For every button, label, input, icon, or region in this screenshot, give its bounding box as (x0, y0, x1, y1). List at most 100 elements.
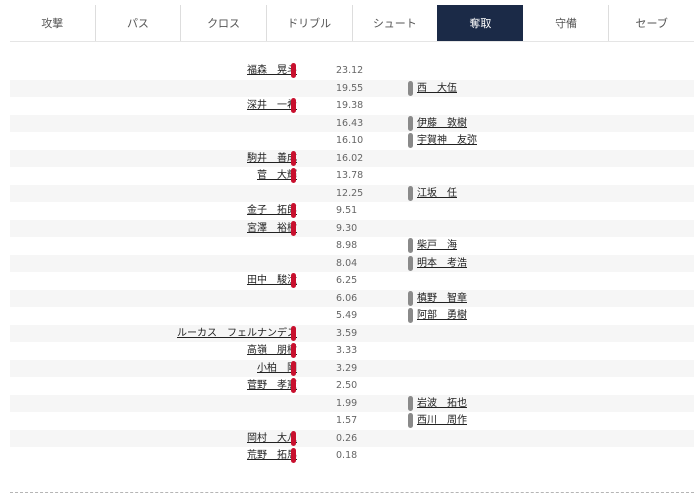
player-link-away[interactable]: 岩波 拓也 (417, 397, 467, 409)
player-link-home[interactable]: 福森 晃斗 (247, 65, 297, 76)
tab-attack[interactable]: 攻撃 (41, 17, 64, 30)
home-team-marker (291, 430, 296, 446)
stat-value: 8.98 (336, 240, 358, 251)
away-team-marker (408, 290, 413, 306)
tab-save[interactable]: セーブ (608, 5, 694, 41)
stat-value: 12.25 (336, 187, 364, 199)
player-row: 田中 駿汰 6.25 (10, 272, 694, 290)
player-link-home[interactable]: 荒野 拓馬 (247, 450, 297, 461)
player-link-home[interactable]: 宮澤 裕樹 (247, 222, 297, 234)
player-link-away[interactable]: 西川 周作 (417, 415, 467, 426)
stat-value: 3.33 (336, 345, 358, 356)
stat-value: 6.25 (336, 275, 358, 286)
player-row: 1.57 西川 周作 (10, 412, 694, 430)
player-link-home[interactable]: 高嶺 朋樹 (247, 345, 297, 356)
player-link-away[interactable]: 江坂 任 (417, 187, 457, 199)
stat-value: 0.18 (336, 450, 358, 461)
stat-value: 0.26 (336, 432, 358, 444)
player-row: 金子 拓郎 9.51 (10, 202, 694, 220)
player-link-home[interactable]: 深井 一希 (247, 100, 297, 111)
player-row: 8.98 柴戸 海 (10, 237, 694, 255)
player-row: 駒井 善成 16.02 (10, 149, 694, 167)
player-row: 岡村 大八 0.26 (10, 429, 694, 447)
stat-value: 16.43 (336, 117, 364, 129)
away-team-marker (408, 308, 413, 323)
stat-value: 2.50 (336, 380, 358, 391)
away-team-marker (408, 115, 413, 131)
player-link-away[interactable]: 槙野 智章 (417, 292, 467, 304)
player-row: 小柏 剛 3.29 (10, 359, 694, 377)
player-link-home[interactable]: 金子 拓郎 (247, 205, 297, 216)
stat-value: 19.38 (336, 100, 364, 111)
home-team-marker (291, 325, 296, 341)
stat-value: 1.57 (336, 415, 358, 426)
home-team-marker (291, 168, 296, 183)
stat-value: 5.49 (336, 310, 358, 321)
tab-cross[interactable]: クロス (180, 5, 266, 41)
player-row: 菅野 孝憲 2.50 (10, 377, 694, 395)
player-link-home[interactable]: ルーカス フェルナンデス (177, 327, 297, 339)
away-team-marker (408, 255, 413, 271)
player-link-home[interactable]: 田中 駿汰 (247, 275, 297, 286)
tab-defense[interactable]: 守備 (555, 17, 578, 30)
away-team-marker (408, 133, 413, 148)
home-team-marker (291, 98, 296, 113)
home-team-marker (291, 273, 296, 288)
stat-value: 9.30 (336, 222, 358, 234)
tab-pass[interactable]: パス (94, 5, 181, 41)
stat-value: 8.04 (336, 257, 358, 269)
player-row: 12.25 江坂 任 (10, 184, 694, 202)
away-team-marker (408, 185, 413, 201)
home-team-marker (291, 203, 296, 218)
player-link-home[interactable]: 岡村 大八 (247, 432, 297, 444)
player-row: 6.06 槙野 智章 (10, 289, 694, 307)
player-link-away[interactable]: 西 大伍 (417, 82, 457, 94)
player-row: 16.10 宇賀神 友弥 (10, 132, 694, 150)
player-row: 1.99 岩波 拓也 (10, 394, 694, 412)
home-team-marker (291, 448, 296, 463)
player-link-away[interactable]: 柴戸 海 (417, 240, 457, 251)
stat-value: 9.51 (336, 205, 358, 216)
home-team-marker (291, 220, 296, 236)
stat-value: 3.59 (336, 327, 358, 339)
player-row: 荒野 拓馬 0.18 (10, 447, 694, 465)
stat-value: 19.55 (336, 82, 364, 94)
stat-tabs: 攻撃 パス クロス ドリブル シュート 奪取 守備 セーブ (10, 5, 694, 41)
away-team-marker (408, 80, 413, 96)
player-link-away[interactable]: 明本 考浩 (417, 257, 467, 269)
tab-steal[interactable]: 奪取 (437, 5, 523, 41)
stat-value: 16.02 (336, 152, 364, 164)
player-row: 16.43 伊藤 敦樹 (10, 114, 694, 132)
bottom-divider (10, 492, 694, 493)
player-row: 菅 大輝 13.78 (10, 167, 694, 185)
tab-shoot[interactable]: シュート (351, 5, 438, 41)
tab-divider (10, 41, 694, 42)
stat-value: 6.06 (336, 292, 358, 304)
tab-dribble[interactable]: ドリブル (265, 5, 352, 41)
away-team-marker (408, 413, 413, 428)
player-row: 福森 晃斗 23.12 (10, 62, 694, 80)
stat-value: 3.29 (336, 362, 358, 374)
away-team-marker (408, 395, 413, 411)
home-team-marker (291, 343, 296, 358)
stat-value: 1.99 (336, 397, 358, 409)
player-link-home[interactable]: 菅野 孝憲 (247, 380, 297, 391)
player-link-home[interactable]: 小柏 剛 (257, 362, 297, 374)
stat-value: 13.78 (336, 170, 364, 181)
stat-value: 23.12 (336, 65, 364, 76)
player-link-home[interactable]: 駒井 善成 (247, 152, 297, 164)
player-row: 宮澤 裕樹 9.30 (10, 219, 694, 237)
player-row: ルーカス フェルナンデス 3.59 (10, 324, 694, 342)
player-link-away[interactable]: 阿部 勇樹 (417, 310, 467, 321)
home-team-marker (291, 63, 296, 78)
home-team-marker (291, 360, 296, 376)
player-ranking-list: 福森 晃斗 23.12 19.55 西 大伍 深井 一希 19.38 16.43 伊藤 敦樹 1… (10, 62, 694, 465)
home-team-marker (291, 150, 296, 166)
player-row: 5.49 阿部 勇樹 (10, 307, 694, 325)
player-row: 8.04 明本 考浩 (10, 254, 694, 272)
stat-value: 16.10 (336, 135, 364, 146)
player-link-home[interactable]: 菅 大輝 (257, 170, 297, 181)
player-link-away[interactable]: 伊藤 敦樹 (417, 117, 467, 129)
away-team-marker (408, 238, 413, 253)
player-link-away[interactable]: 宇賀神 友弥 (417, 135, 477, 146)
